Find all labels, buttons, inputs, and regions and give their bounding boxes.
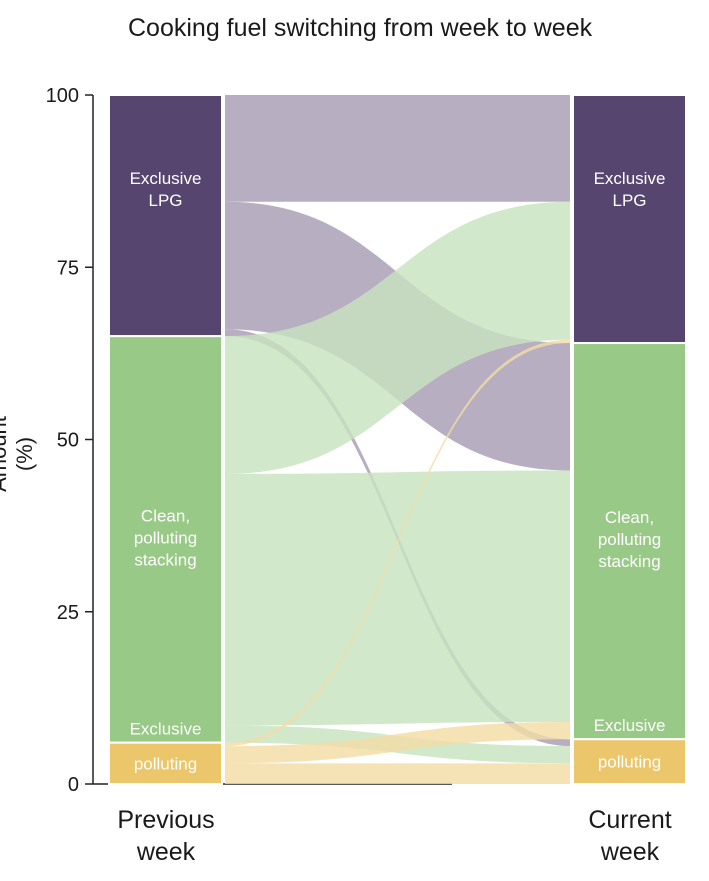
bars: Exclusive LPG Clean, polluting stacking Exclu… — [108, 94, 687, 786]
current-bar-label: polluting — [598, 753, 661, 772]
current-week-label: Current week — [588, 806, 672, 866]
previous-bar-poll — [108, 741, 223, 785]
flows — [225, 95, 570, 784]
previous-bar-label: Clean, — [141, 506, 190, 525]
current-bar-label: Exclusive — [594, 169, 666, 188]
y-tick-label: 100 — [46, 85, 79, 107]
y-tick-label: 50 — [57, 430, 79, 452]
flow-stack-to-stack — [225, 470, 570, 726]
previous-bar-label: polluting — [134, 754, 197, 773]
previous-bar-label: Exclusive — [130, 720, 202, 739]
current-bar-label: polluting — [598, 530, 661, 549]
y-tick-label: 25 — [57, 602, 79, 624]
previous-bar-label: stacking — [134, 550, 196, 569]
current-bar-label: stacking — [598, 552, 660, 571]
y-tick-label: 75 — [57, 257, 79, 279]
current-bar-label: Clean, — [605, 508, 654, 527]
previous-bar-label: Exclusive — [130, 169, 202, 188]
flow-lpg-to-lpg — [225, 95, 570, 202]
current-bar-label: LPG — [612, 191, 646, 210]
current-bar-label: Exclusive — [594, 716, 666, 735]
current-bar-poll — [572, 738, 687, 786]
flow-poll-to-stack — [225, 721, 570, 764]
previous-bar-stack — [108, 335, 223, 744]
flow-stack-to-lpg — [225, 201, 570, 474]
previous-bar-label: polluting — [134, 528, 197, 547]
flow-poll-to-poll — [225, 763, 570, 784]
previous-week-label: Previous week — [117, 806, 215, 866]
y-tick-label: 0 — [68, 774, 79, 796]
previous-bar-label: LPG — [148, 191, 182, 210]
current-bar-lpg — [572, 94, 687, 345]
chart-title: Cooking fuel switching from week to week — [128, 14, 593, 42]
previous-bar-lpg — [108, 94, 223, 338]
flow-poll-to-lpg — [225, 339, 570, 747]
